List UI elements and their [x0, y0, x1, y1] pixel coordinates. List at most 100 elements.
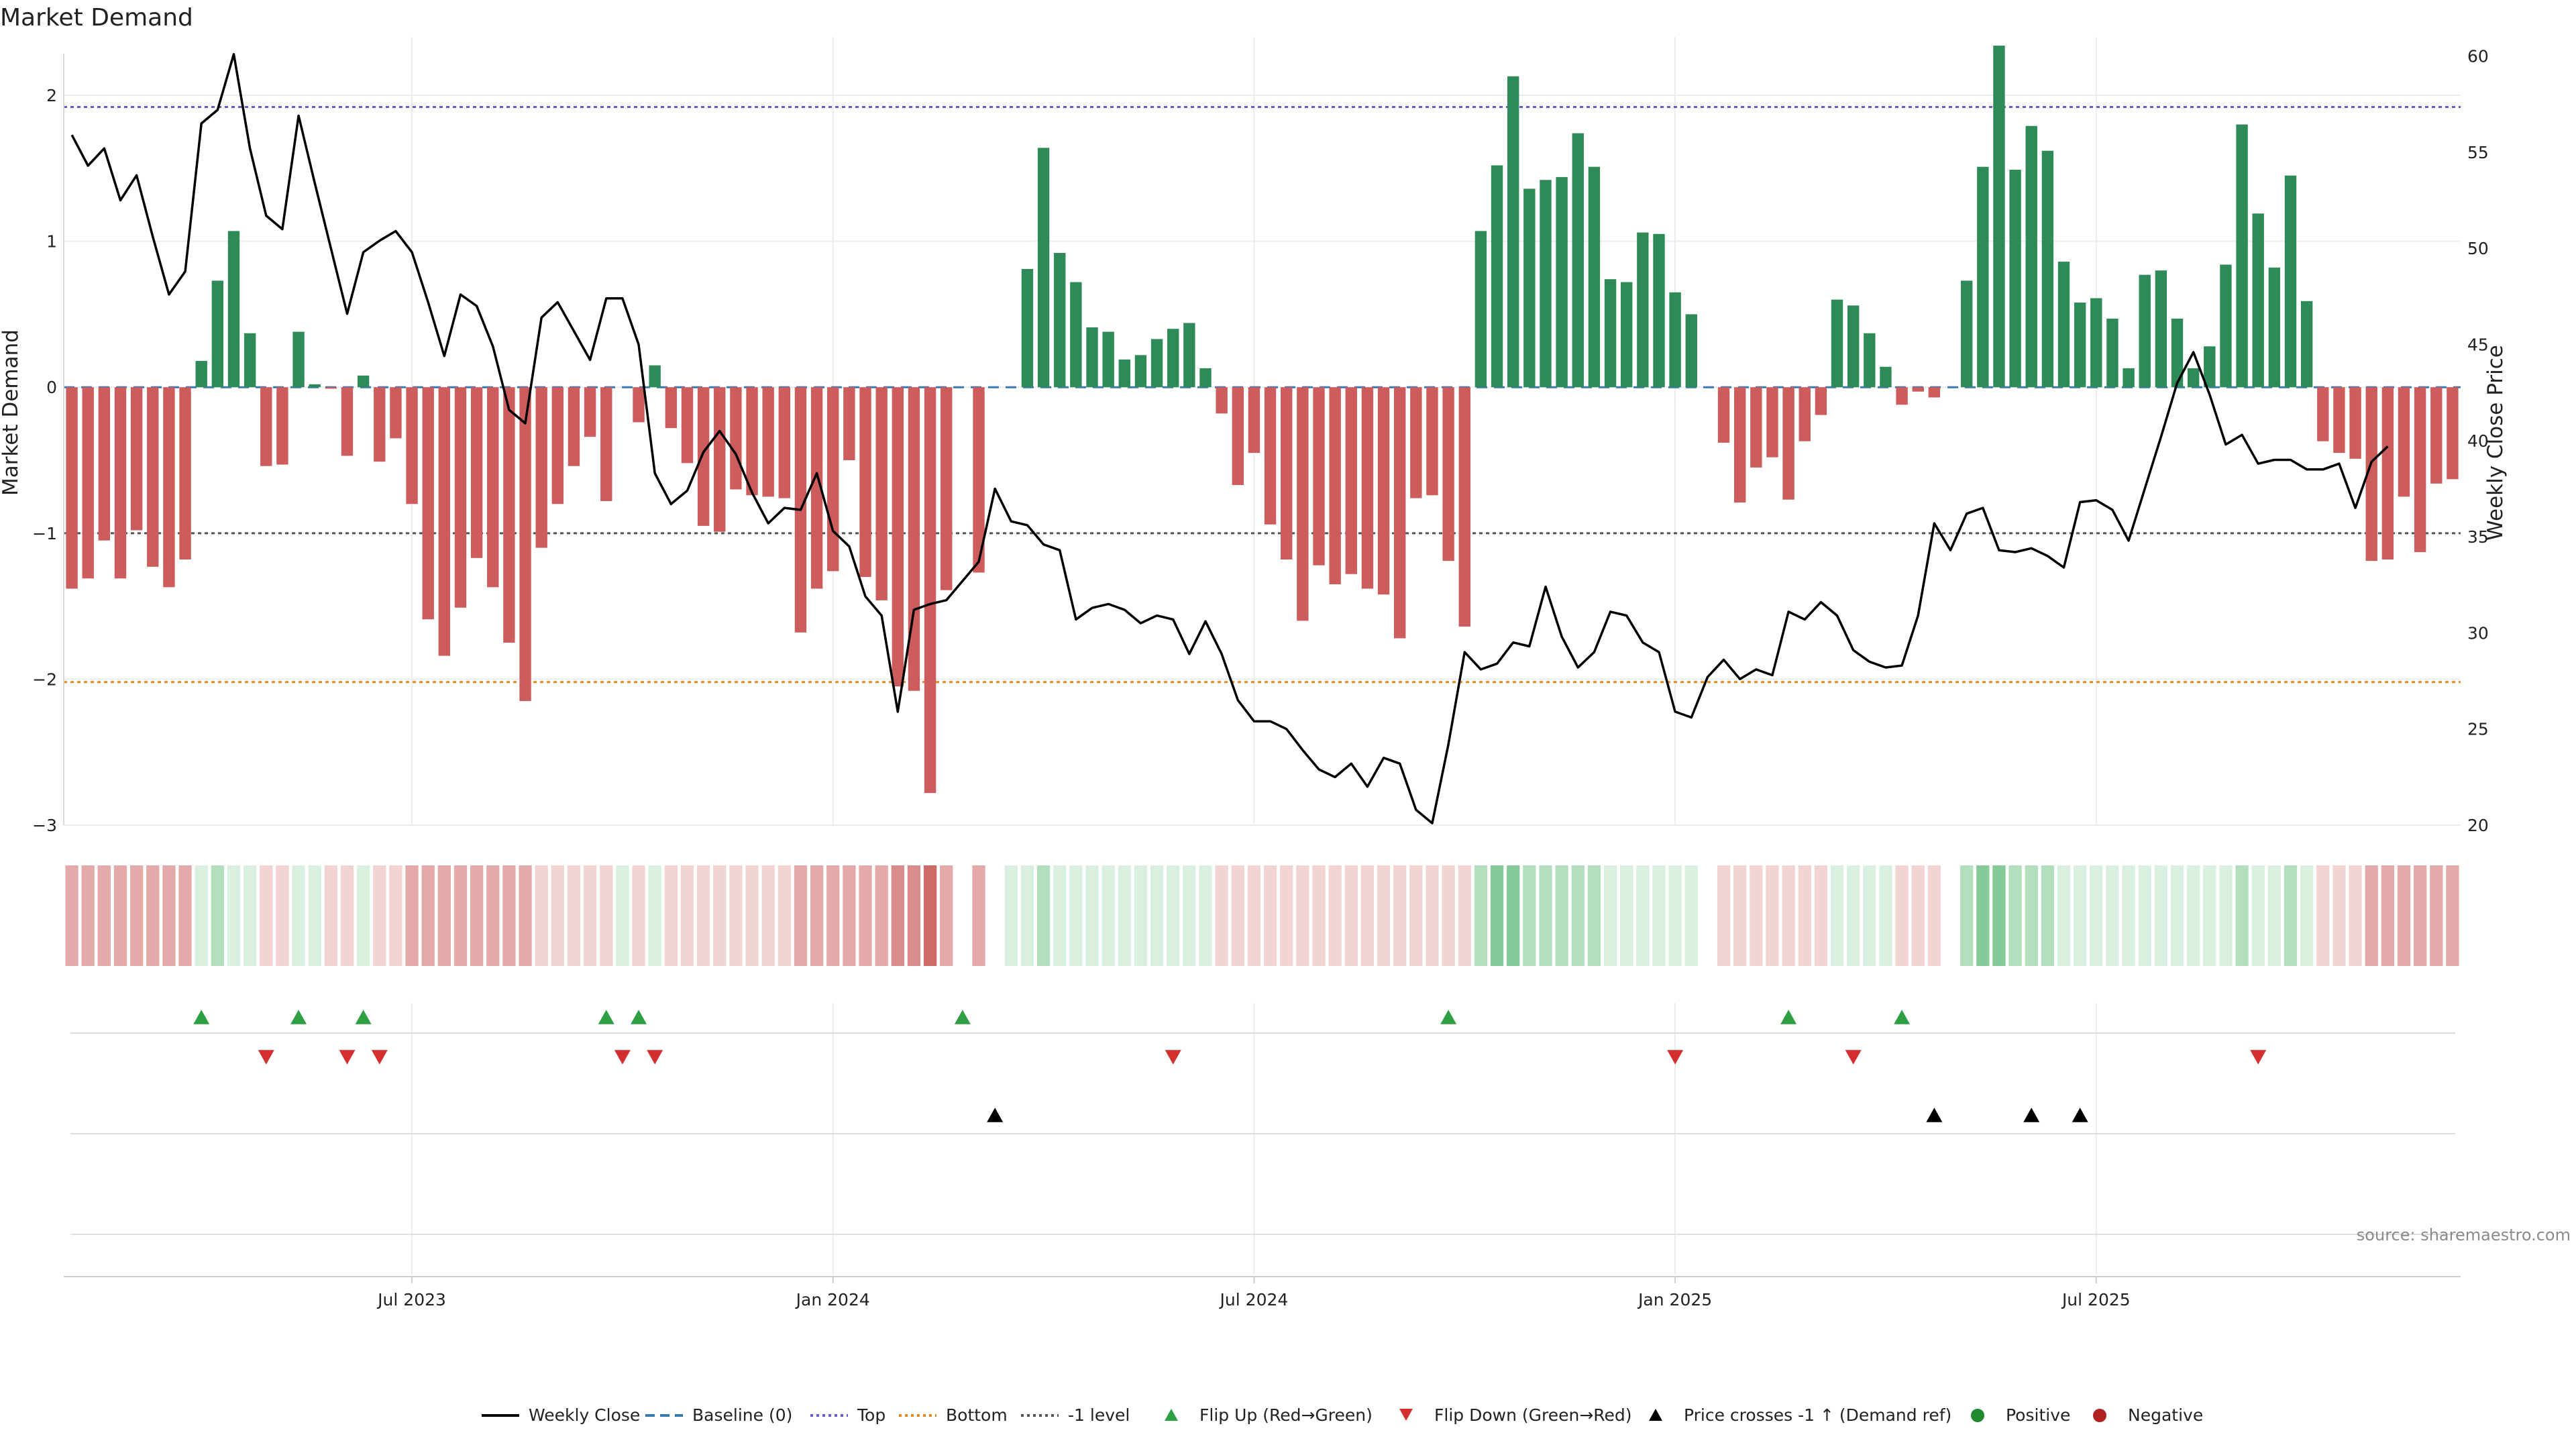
demand-bar: [130, 387, 143, 531]
demand-bar: [2317, 387, 2329, 441]
demand-bar: [1799, 387, 1811, 441]
demand-bar: [487, 387, 499, 588]
heat-cell: [1377, 865, 1391, 966]
heat-cell: [308, 865, 321, 966]
heat-cell: [1863, 865, 1876, 966]
heat-cell: [794, 865, 808, 966]
legend-label: Price crosses -1 ↑ (Demand ref): [1684, 1405, 1951, 1425]
heat-cell: [1976, 865, 1990, 966]
x-tick-label: Jan 2024: [795, 1290, 870, 1309]
heat-cell: [1312, 865, 1326, 966]
heat-cell: [178, 865, 192, 966]
heat-cell: [81, 865, 95, 966]
x-axis: Jul 2023 Jan 2024 Jul 2024 Jan 2025 Jul 2025: [64, 1276, 2461, 1309]
y-tick-label: −1: [32, 524, 57, 543]
demand-bar: [584, 387, 596, 437]
heat-cell: [2349, 865, 2362, 966]
demand-bar: [2041, 150, 2054, 388]
heat-cell: [1603, 865, 1617, 966]
demand-bar: [1345, 387, 1357, 574]
demand-bar: [2057, 262, 2070, 388]
demand-bar: [374, 387, 386, 462]
demand-bar: [1621, 282, 1633, 388]
heat-cell: [453, 865, 468, 966]
demand-bar: [2414, 387, 2426, 553]
legend-item: Baseline (0): [645, 1405, 792, 1425]
heat-cell: [875, 865, 888, 966]
demand-bar: [1183, 323, 1195, 388]
heat-cell: [1507, 865, 1520, 966]
y-tick-label: −2: [32, 669, 57, 689]
demand-bars: [66, 46, 2459, 794]
legend-item: Bottom: [899, 1405, 1008, 1425]
demand-bar: [2430, 387, 2443, 484]
heat-cell: [276, 865, 289, 966]
y2-tick-label: 20: [2467, 816, 2489, 835]
demand-bar: [292, 331, 305, 388]
demand-bar: [1750, 387, 1762, 468]
heat-cell: [1830, 865, 1844, 966]
heat-cell: [1571, 865, 1585, 966]
demand-bar: [1167, 329, 1179, 388]
demand-bar: [276, 387, 288, 465]
demand-bar: [2398, 387, 2410, 497]
flip-up-marker: [355, 1010, 372, 1024]
heat-cell: [260, 865, 273, 966]
demand-bar: [2349, 387, 2361, 459]
flip-down-marker: [647, 1050, 663, 1065]
source-note: source: sharemaestro.com: [2357, 1226, 2571, 1244]
y2-tick-label: 35: [2467, 527, 2489, 547]
heat-cell: [972, 865, 985, 966]
legend-label: Weekly Close: [529, 1405, 640, 1425]
demand-bar: [82, 387, 94, 579]
demand-bar: [1102, 331, 1114, 388]
heat-cell: [2365, 865, 2378, 966]
heat-cell: [2381, 865, 2395, 966]
axes: 2 1 0 −3 −1 −2 60 55 50 45 40 35 30 25 20: [32, 47, 2489, 835]
demand-bar: [2333, 387, 2345, 453]
heat-cell: [1215, 865, 1228, 966]
heat-cell: [696, 865, 710, 966]
heat-cell: [373, 865, 386, 966]
demand-bar: [2025, 125, 2037, 388]
y2-axis-label: Weekly Close Price: [2483, 345, 2508, 541]
heat-cell: [616, 865, 629, 966]
legend: Weekly Close Baseline (0) Top Bottom -1 leve…: [482, 1405, 2203, 1425]
heat-cell: [729, 865, 743, 966]
demand-bar: [875, 387, 888, 600]
legend-item: Price crosses -1 ↑ (Demand ref): [1649, 1405, 1951, 1425]
legend-label: Baseline (0): [692, 1405, 792, 1425]
heat-cell: [1814, 865, 1828, 966]
heat-cell: [1199, 865, 1212, 966]
heat-cell: [1134, 865, 1148, 966]
demand-bar: [730, 387, 742, 490]
demand-bar: [244, 333, 256, 388]
heat-cell: [1344, 865, 1358, 966]
legend-label: Flip Up (Red→Green): [1199, 1405, 1373, 1425]
heat-cell: [405, 865, 419, 966]
y-tick-label: 0: [46, 378, 57, 397]
heat-cell: [940, 865, 953, 966]
heat-cell: [2090, 865, 2103, 966]
demand-bar: [1118, 359, 1130, 388]
demand-bar: [1864, 333, 1876, 388]
demand-bar: [325, 387, 337, 389]
demand-bar: [697, 387, 710, 526]
x-tick-label: Jul 2023: [376, 1290, 446, 1309]
heat-cell: [97, 865, 111, 966]
heat-cell: [1150, 865, 1164, 966]
demand-bar: [1281, 387, 1293, 559]
flip-up-marker: [1894, 1010, 1911, 1024]
y2-tick-label: 60: [2467, 47, 2489, 66]
demand-bar: [357, 375, 370, 388]
demand-bar: [1037, 148, 1050, 388]
heat-cell: [2138, 865, 2151, 966]
demand-bar: [1588, 166, 1601, 388]
flip-down-marker: [2250, 1050, 2267, 1065]
flip-down-marker: [1845, 1050, 1862, 1065]
demand-bar: [1977, 166, 1989, 388]
demand-bar: [147, 387, 159, 567]
heat-cell: [1523, 865, 1536, 966]
heat-cell: [195, 865, 208, 966]
demand-bar: [1604, 279, 1617, 388]
